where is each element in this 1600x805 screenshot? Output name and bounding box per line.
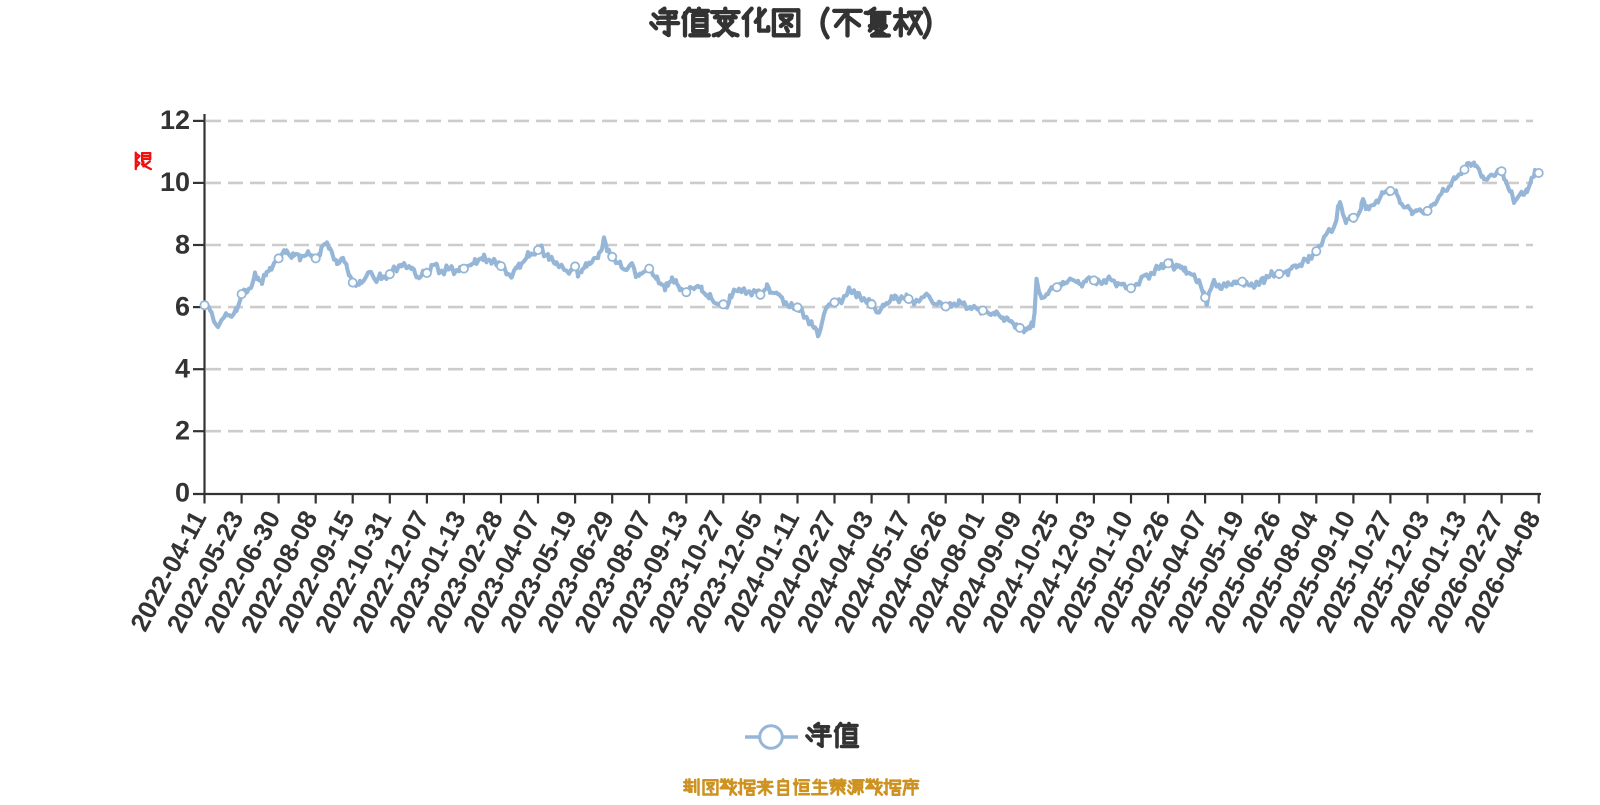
svg-text:8: 8	[175, 229, 190, 259]
svg-text:6: 6	[175, 291, 190, 321]
svg-text:10: 10	[160, 167, 190, 197]
svg-text:12: 12	[160, 105, 190, 135]
svg-text:4: 4	[175, 354, 190, 384]
svg-text:2: 2	[175, 416, 190, 446]
svg-text:0: 0	[175, 478, 190, 508]
